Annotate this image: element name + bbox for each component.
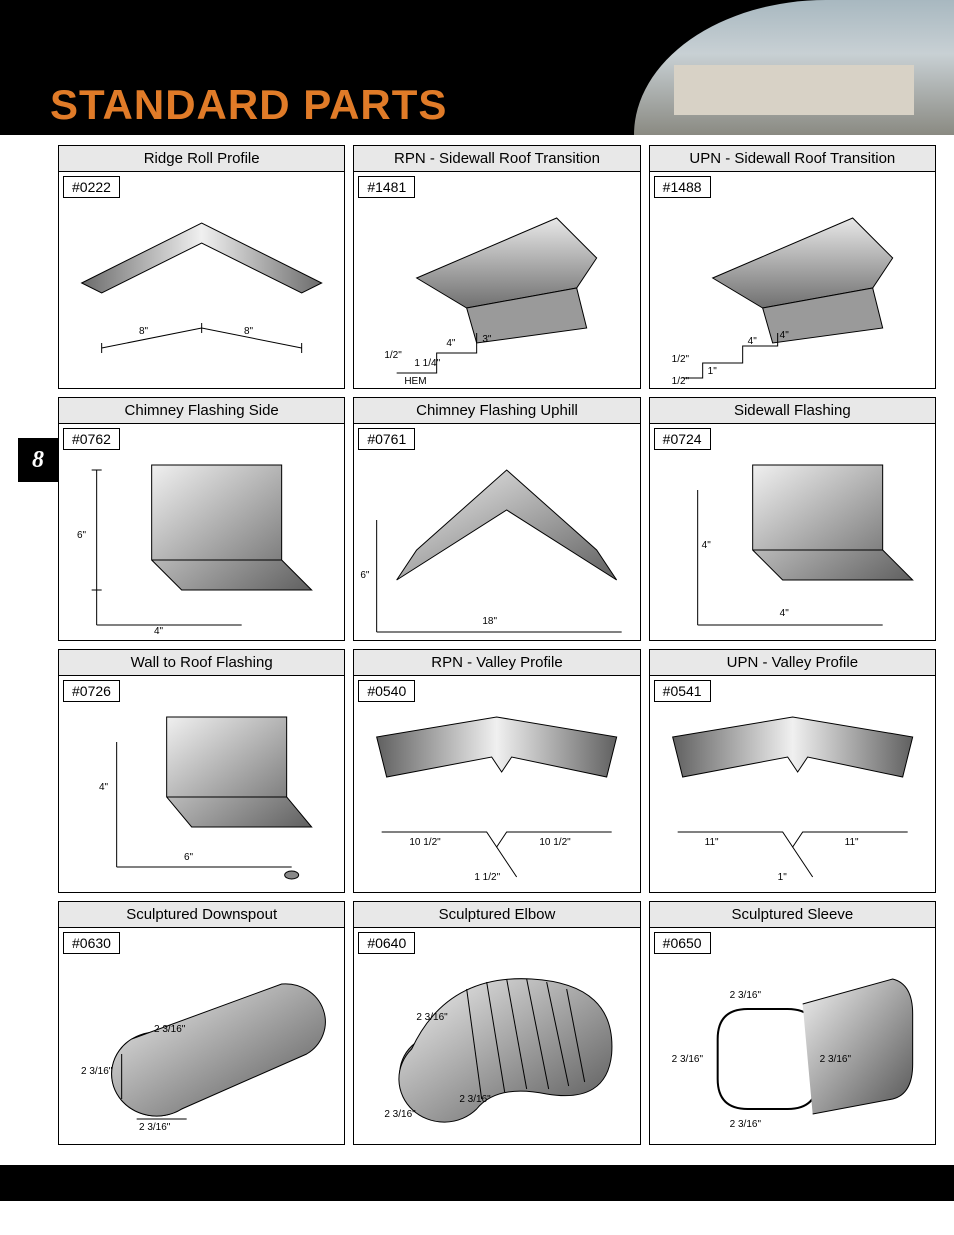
dim: 1/2" <box>672 376 689 387</box>
part-cell: Chimney Flashing Uphill #0761 6" 18" <box>353 397 640 641</box>
part-title: RPN - Sidewall Roof Transition <box>354 146 639 172</box>
dim: 2 3/16" <box>730 1119 761 1130</box>
dim: 1" <box>778 872 787 883</box>
part-code: #0724 <box>654 428 711 450</box>
dim: 11" <box>845 837 859 848</box>
dim: 1 1/2" <box>474 872 500 883</box>
dim: 10 1/2" <box>539 837 570 848</box>
part-code: #0630 <box>63 932 120 954</box>
dim: 8" <box>139 326 148 337</box>
part-title: Sculptured Elbow <box>354 902 639 928</box>
part-diagram: 4" 4" <box>650 450 935 640</box>
part-diagram: 4" 6" <box>59 702 344 892</box>
part-code: #0762 <box>63 428 120 450</box>
part-code: #0540 <box>358 680 415 702</box>
part-cell: Ridge Roll Profile #0222 8" 8" <box>58 145 345 389</box>
part-diagram: 6" 4" <box>59 450 344 640</box>
dim: 2 3/16" <box>81 1066 112 1077</box>
dim: 2 3/16" <box>672 1054 703 1065</box>
part-code: #0726 <box>63 680 120 702</box>
header-photo <box>634 0 954 135</box>
dim: 2 3/16" <box>730 990 761 1001</box>
dim: 11" <box>705 837 719 848</box>
part-code: #0650 <box>654 932 711 954</box>
part-code: #0541 <box>654 680 711 702</box>
dim: 1/2" <box>672 354 689 365</box>
dim: 1/2" <box>384 350 401 361</box>
part-title: Sculptured Downspout <box>59 902 344 928</box>
dim: 2 3/16" <box>384 1109 415 1120</box>
part-diagram: 8" 8" <box>59 198 344 388</box>
part-diagram: 2 3/16" 2 3/16" 2 3/16" <box>354 954 639 1144</box>
part-cell: RPN - Sidewall Roof Transition #1481 4" … <box>353 145 640 389</box>
dim: 4" <box>748 336 757 347</box>
part-title: UPN - Valley Profile <box>650 650 935 676</box>
part-title: Ridge Roll Profile <box>59 146 344 172</box>
part-title: Sidewall Flashing <box>650 398 935 424</box>
part-cell: Wall to Roof Flashing #0726 4" 6" <box>58 649 345 893</box>
part-diagram: 4" 3" 1/2" 1 1/4" HEM <box>354 198 639 388</box>
dim: 4" <box>780 608 789 619</box>
part-cell: Sculptured Sleeve #0650 2 3/16" 2 3/16" … <box>649 901 936 1145</box>
dim: 10 1/2" <box>409 837 440 848</box>
part-title: Chimney Flashing Uphill <box>354 398 639 424</box>
dim: 2 3/16" <box>459 1094 490 1105</box>
dim: 8" <box>244 326 253 337</box>
dim: 2 3/16" <box>154 1024 185 1035</box>
part-title: Wall to Roof Flashing <box>59 650 344 676</box>
dim: 1 1/4" <box>414 358 440 369</box>
part-code: #0222 <box>63 176 120 198</box>
part-diagram: 2 3/16" 2 3/16" 2 3/16" 2 3/16" <box>650 954 935 1144</box>
part-code: #1488 <box>654 176 711 198</box>
part-cell: Sculptured Elbow #0640 2 3/16" 2 3/16" 2… <box>353 901 640 1145</box>
part-code: #0761 <box>358 428 415 450</box>
dim: 6" <box>360 570 369 581</box>
dim: 2 3/16" <box>416 1012 447 1023</box>
part-title: Chimney Flashing Side <box>59 398 344 424</box>
part-title: RPN - Valley Profile <box>354 650 639 676</box>
dim: 4" <box>702 540 711 551</box>
part-cell: UPN - Sidewall Roof Transition #1488 4" … <box>649 145 936 389</box>
page-title: STANDARD PARTS <box>50 81 447 129</box>
dim: 18" <box>482 616 497 627</box>
dim: 4" <box>780 330 789 341</box>
part-diagram: 10 1/2" 10 1/2" 1 1/2" <box>354 702 639 892</box>
dim: 6" <box>184 852 193 863</box>
part-title: UPN - Sidewall Roof Transition <box>650 146 935 172</box>
dim: 2 3/16" <box>820 1054 851 1065</box>
dim: 1" <box>708 366 717 377</box>
part-code: #1481 <box>358 176 415 198</box>
footer-band <box>0 1165 954 1201</box>
dim: 2 3/16" <box>139 1122 170 1133</box>
part-cell: RPN - Valley Profile #0540 10 1/2" 10 1/… <box>353 649 640 893</box>
dim: 6" <box>77 530 86 541</box>
part-cell: Sculptured Downspout #0630 2 3/16" 2 3/1… <box>58 901 345 1145</box>
dim: 4" <box>154 626 163 637</box>
parts-grid: Ridge Roll Profile #0222 8" 8" RPN - Sid… <box>58 145 936 1145</box>
part-diagram: 11" 11" 1" <box>650 702 935 892</box>
part-cell: UPN - Valley Profile #0541 11" 11" 1" <box>649 649 936 893</box>
part-code: #0640 <box>358 932 415 954</box>
dim: 3" <box>482 334 491 345</box>
part-diagram: 2 3/16" 2 3/16" 2 3/16" <box>59 954 344 1144</box>
part-diagram: 6" 18" <box>354 450 639 640</box>
part-diagram: 4" 4" 1/2" 1" 1/2" <box>650 198 935 388</box>
dim: HEM <box>404 376 426 387</box>
content-area: Ridge Roll Profile #0222 8" 8" RPN - Sid… <box>0 135 954 1165</box>
dim: 4" <box>446 338 455 349</box>
header-band: STANDARD PARTS <box>0 0 954 135</box>
part-cell: Sidewall Flashing #0724 4" 4" <box>649 397 936 641</box>
part-title: Sculptured Sleeve <box>650 902 935 928</box>
part-cell: Chimney Flashing Side #0762 6" 4" <box>58 397 345 641</box>
dim: 4" <box>99 782 108 793</box>
